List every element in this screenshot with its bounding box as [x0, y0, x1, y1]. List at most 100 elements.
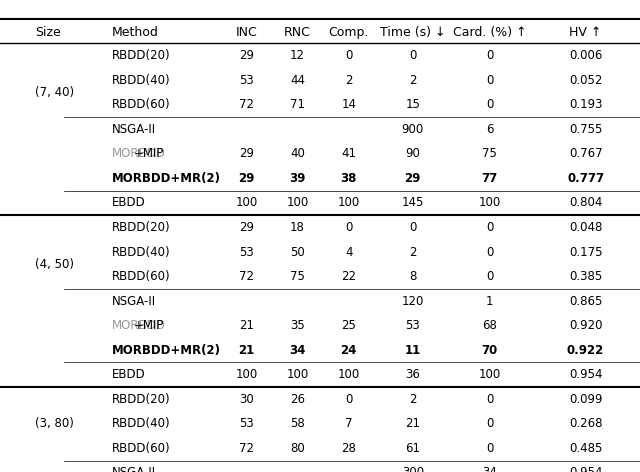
Text: (3, 80): (3, 80) — [35, 417, 74, 430]
Text: 0.767: 0.767 — [569, 147, 602, 160]
Text: 2: 2 — [409, 245, 417, 259]
Text: 0: 0 — [409, 49, 417, 62]
Text: INC: INC — [236, 26, 257, 39]
Text: 29: 29 — [239, 49, 254, 62]
Text: 36: 36 — [405, 368, 420, 381]
Text: 35: 35 — [290, 319, 305, 332]
Text: 30: 30 — [239, 393, 254, 406]
Text: 1: 1 — [486, 295, 493, 308]
Text: 300: 300 — [402, 466, 424, 472]
Text: RBDD(20): RBDD(20) — [112, 221, 171, 234]
Text: 100: 100 — [338, 368, 360, 381]
Text: 21: 21 — [405, 417, 420, 430]
Text: 29: 29 — [239, 147, 254, 160]
Text: RBDD(60): RBDD(60) — [112, 442, 171, 455]
Text: 900: 900 — [402, 123, 424, 136]
Text: 145: 145 — [402, 196, 424, 210]
Text: 24: 24 — [340, 344, 357, 357]
Text: 0.920: 0.920 — [569, 319, 602, 332]
Text: (7, 40): (7, 40) — [35, 86, 74, 99]
Text: 53: 53 — [239, 245, 254, 259]
Text: 4: 4 — [345, 245, 353, 259]
Text: 26: 26 — [290, 393, 305, 406]
Text: RBDD(40): RBDD(40) — [112, 245, 171, 259]
Text: NSGA-II: NSGA-II — [112, 123, 156, 136]
Text: 29: 29 — [238, 172, 255, 185]
Text: 0: 0 — [486, 49, 493, 62]
Text: 40: 40 — [290, 147, 305, 160]
Text: 39: 39 — [289, 172, 306, 185]
Text: NSGA-II: NSGA-II — [112, 295, 156, 308]
Text: 0: 0 — [486, 245, 493, 259]
Text: 80: 80 — [290, 442, 305, 455]
Text: 38: 38 — [340, 172, 357, 185]
Text: 34: 34 — [482, 466, 497, 472]
Text: 77: 77 — [481, 172, 498, 185]
Text: EBDD: EBDD — [112, 196, 146, 210]
Text: Time (s) ↓: Time (s) ↓ — [380, 26, 445, 39]
Text: 100: 100 — [287, 368, 308, 381]
Text: 75: 75 — [290, 270, 305, 283]
Text: 75: 75 — [482, 147, 497, 160]
Text: 7: 7 — [345, 417, 353, 430]
Text: RBDD(40): RBDD(40) — [112, 74, 171, 87]
Text: 29: 29 — [239, 221, 254, 234]
Text: 34: 34 — [289, 344, 306, 357]
Text: RBDD(20): RBDD(20) — [112, 393, 171, 406]
Text: 100: 100 — [236, 368, 257, 381]
Text: 0.099: 0.099 — [569, 393, 602, 406]
Text: 100: 100 — [287, 196, 308, 210]
Text: RBDD(40): RBDD(40) — [112, 417, 171, 430]
Text: 71: 71 — [290, 98, 305, 111]
Text: 68: 68 — [482, 319, 497, 332]
Text: 6: 6 — [486, 123, 493, 136]
Text: Method: Method — [112, 26, 159, 39]
Text: 100: 100 — [479, 368, 500, 381]
Text: 61: 61 — [405, 442, 420, 455]
Text: 72: 72 — [239, 442, 254, 455]
Text: 28: 28 — [341, 442, 356, 455]
Text: 0: 0 — [486, 98, 493, 111]
Text: 0: 0 — [409, 221, 417, 234]
Text: 15: 15 — [405, 98, 420, 111]
Text: 120: 120 — [402, 295, 424, 308]
Text: 0: 0 — [486, 74, 493, 87]
Text: 0: 0 — [486, 221, 493, 234]
Text: NSGA-II: NSGA-II — [112, 466, 156, 472]
Text: 0.485: 0.485 — [569, 442, 602, 455]
Text: MORBDD+MR(2): MORBDD+MR(2) — [112, 172, 221, 185]
Text: 0.048: 0.048 — [569, 221, 602, 234]
Text: 0: 0 — [486, 442, 493, 455]
Text: 0: 0 — [486, 417, 493, 430]
Text: 0.385: 0.385 — [569, 270, 602, 283]
Text: MORBDD+MR(2): MORBDD+MR(2) — [112, 344, 221, 357]
Text: 2: 2 — [345, 74, 353, 87]
Text: 0.777: 0.777 — [567, 172, 604, 185]
Text: 100: 100 — [479, 196, 500, 210]
Text: RNC: RNC — [284, 26, 311, 39]
Text: 41: 41 — [341, 147, 356, 160]
Text: 12: 12 — [290, 49, 305, 62]
Text: 0.175: 0.175 — [569, 245, 602, 259]
Text: MORBDD: MORBDD — [112, 147, 166, 160]
Text: +MIP: +MIP — [134, 147, 164, 160]
Text: 21: 21 — [239, 319, 254, 332]
Text: RBDD(20): RBDD(20) — [112, 49, 171, 62]
Text: 72: 72 — [239, 98, 254, 111]
Text: 14: 14 — [341, 98, 356, 111]
Text: 2: 2 — [409, 74, 417, 87]
Text: 18: 18 — [290, 221, 305, 234]
Text: 2: 2 — [409, 393, 417, 406]
Text: MORBDD: MORBDD — [112, 319, 166, 332]
Text: 0.755: 0.755 — [569, 123, 602, 136]
Text: 0.954: 0.954 — [569, 368, 602, 381]
Text: 70: 70 — [481, 344, 498, 357]
Text: Size: Size — [35, 26, 61, 39]
Text: 90: 90 — [405, 147, 420, 160]
Text: 53: 53 — [239, 74, 254, 87]
Text: (4, 50): (4, 50) — [35, 258, 74, 271]
Text: Comp.: Comp. — [328, 26, 369, 39]
Text: 0.804: 0.804 — [569, 196, 602, 210]
Text: 22: 22 — [341, 270, 356, 283]
Text: RBDD(60): RBDD(60) — [112, 98, 171, 111]
